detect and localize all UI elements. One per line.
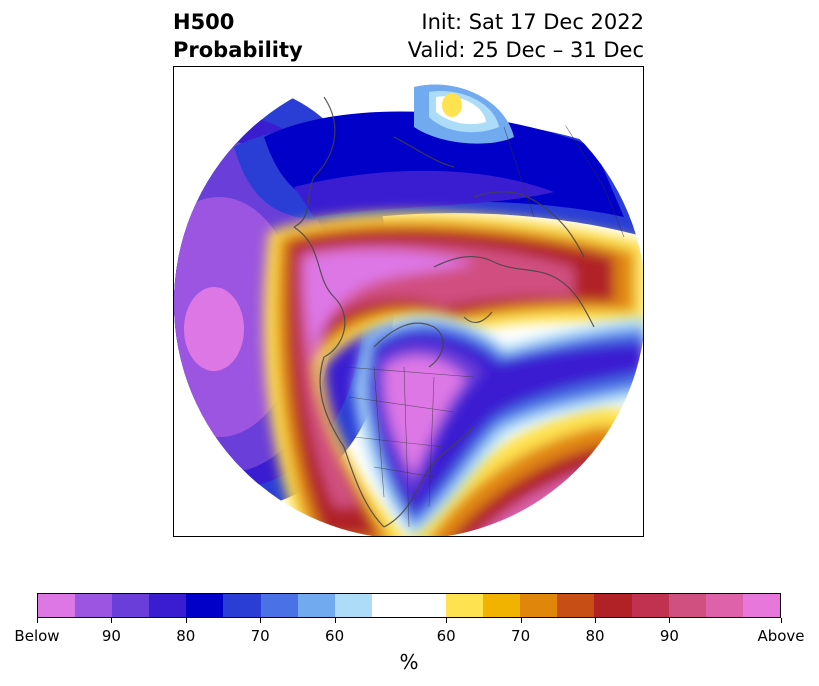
boundary-lines xyxy=(343,106,625,528)
colorbar-segment xyxy=(742,594,780,617)
colorbar-segment xyxy=(520,594,558,617)
colorbar-segment xyxy=(38,594,76,617)
colorbar-tick-label: 80 xyxy=(585,627,605,645)
colorbar-segment xyxy=(75,594,113,617)
ridge-contours xyxy=(263,212,643,536)
date-info: Init: Sat 17 Dec 2022 Valid: 25 Dec – 31… xyxy=(408,8,644,64)
colorbar-segment xyxy=(483,594,521,617)
chart-title: H500 Probability xyxy=(173,8,303,64)
valid-range: Valid: 25 Dec – 31 Dec xyxy=(407,38,644,62)
north-low-band xyxy=(234,84,643,237)
colorbar-tick xyxy=(520,618,522,623)
probability-map xyxy=(174,67,643,536)
colorbar-segment xyxy=(334,594,372,617)
colorbar-segment xyxy=(446,594,484,617)
colorbar-segment xyxy=(705,594,743,617)
colorbar-tick-label: 90 xyxy=(101,627,121,645)
colorbar-tick-label: 60 xyxy=(436,627,456,645)
map-panel xyxy=(173,66,644,537)
colorbar-segment xyxy=(223,594,261,617)
colorbar-segment xyxy=(557,594,595,617)
colorbar-tick xyxy=(334,618,336,623)
colorbar-tick xyxy=(185,618,187,623)
colorbar-tick-label: Above xyxy=(757,627,805,645)
title-line1: H500 xyxy=(173,10,235,34)
colorbar-segment xyxy=(297,594,335,617)
colorbar-segment xyxy=(668,594,706,617)
colorbar-segment xyxy=(631,594,669,617)
colorbar xyxy=(37,593,781,618)
coastlines xyxy=(293,96,595,528)
colorbar-tick xyxy=(669,618,671,623)
colorbar-segment xyxy=(260,594,298,617)
colorbar-segment xyxy=(594,594,632,617)
colorbar-segment xyxy=(149,594,187,617)
colorbar-tick xyxy=(111,618,113,623)
colorbar-tick xyxy=(781,618,782,623)
colorbar-tick-label: 60 xyxy=(325,627,345,645)
map-disc xyxy=(174,67,643,536)
colorbar-tick-label: 80 xyxy=(176,627,196,645)
colorbar-tick-label: Below xyxy=(14,627,60,645)
colorbar-segment xyxy=(186,594,224,617)
colorbar-tick-label: 70 xyxy=(250,627,270,645)
colorbar-segment xyxy=(112,594,150,617)
colorbar-segment xyxy=(371,594,447,617)
colorbar-tick-label: 90 xyxy=(659,627,679,645)
colorbar-tick xyxy=(37,618,38,623)
title-line2: Probability xyxy=(173,38,303,62)
colorbar-unit: % xyxy=(399,650,419,674)
init-date: Init: Sat 17 Dec 2022 xyxy=(421,10,644,34)
colorbar-tick xyxy=(260,618,262,623)
colorbar-tick-label: 70 xyxy=(511,627,531,645)
colorbar-tick xyxy=(446,618,448,623)
colorbar-tick xyxy=(595,618,596,623)
